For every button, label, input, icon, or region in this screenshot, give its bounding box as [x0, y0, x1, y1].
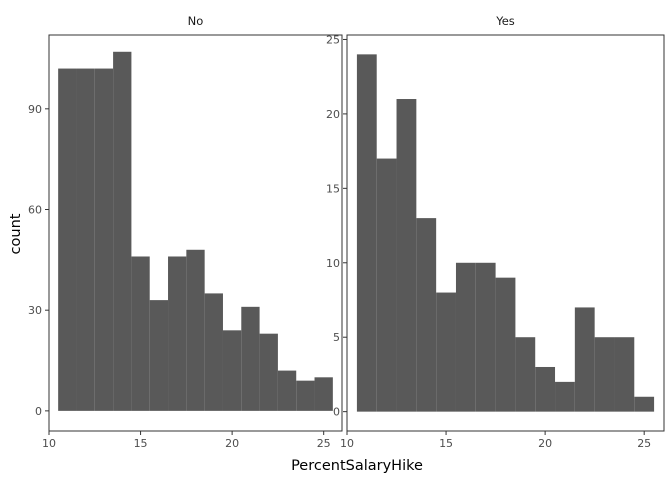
bar-yes-15 — [436, 292, 456, 412]
y-tick-label-yes-25: 25 — [326, 33, 340, 46]
bar-no-15 — [131, 256, 150, 411]
bar-yes-11 — [356, 54, 377, 412]
panel-border-yes — [346, 34, 665, 432]
x-tick-label-yes-20: 20 — [538, 437, 552, 450]
panel-yes: Yes 0 5 10 15 20 25 10 15 20 25 — [326, 14, 665, 450]
y-tick-label-no-0: 0 — [35, 405, 42, 418]
y-tick-label-no-60: 60 — [28, 204, 42, 217]
bar-no-17 — [168, 256, 187, 411]
bar-no-11 — [58, 68, 77, 411]
bar-yes-16 — [455, 262, 476, 412]
x-tick-label-yes-25: 25 — [637, 437, 651, 450]
x-tick-label-no-15: 15 — [134, 437, 148, 450]
bar-no-22 — [259, 333, 278, 411]
bar-yes-25 — [634, 396, 655, 412]
bar-no-20 — [222, 330, 242, 411]
bar-yes-24 — [614, 337, 635, 412]
bar-yes-17 — [475, 262, 496, 412]
y-tick-label-yes-10: 10 — [326, 257, 340, 270]
bar-no-23 — [277, 370, 297, 411]
x-tick-label-yes-15: 15 — [439, 437, 453, 450]
x-tick-label-no-25: 25 — [317, 437, 331, 450]
bar-yes-18 — [495, 277, 516, 412]
bar-no-12 — [76, 68, 95, 411]
x-tick-label-no-20: 20 — [225, 437, 239, 450]
panel-no: No 0 30 60 90 10 15 20 25 — [28, 14, 343, 450]
x-axis-title: PercentSalaryHike — [291, 458, 423, 474]
y-tick-label-yes-5: 5 — [333, 331, 340, 344]
bar-yes-20 — [535, 366, 556, 412]
bar-yes-21 — [555, 381, 575, 412]
bar-no-18 — [186, 249, 205, 411]
facet-label-yes: Yes — [495, 14, 515, 28]
bar-no-16 — [149, 300, 169, 411]
bar-no-21 — [241, 306, 260, 411]
bar-yes-23 — [594, 337, 615, 412]
y-tick-label-no-90: 90 — [28, 103, 42, 116]
bar-yes-12 — [376, 158, 397, 412]
bar-no-25 — [314, 377, 333, 411]
x-tick-label-no-10: 10 — [42, 437, 56, 450]
y-tick-label-yes-20: 20 — [326, 108, 340, 121]
y-tick-label-no-30: 30 — [28, 304, 42, 317]
y-axis-title: count — [8, 213, 24, 254]
bar-no-14 — [113, 51, 132, 411]
y-tick-label-yes-15: 15 — [326, 182, 340, 195]
bar-yes-22 — [574, 307, 595, 412]
bar-no-13 — [94, 68, 114, 411]
bar-no-24 — [296, 380, 315, 411]
facet-label-no: No — [188, 14, 204, 28]
bar-no-19 — [204, 293, 223, 411]
x-tick-label-yes-10: 10 — [340, 437, 354, 450]
y-tick-label-yes-0: 0 — [333, 406, 340, 419]
panel-border-no — [48, 34, 343, 432]
bar-yes-19 — [515, 337, 536, 412]
bar-yes-14 — [416, 218, 437, 412]
bar-yes-13 — [396, 99, 417, 412]
